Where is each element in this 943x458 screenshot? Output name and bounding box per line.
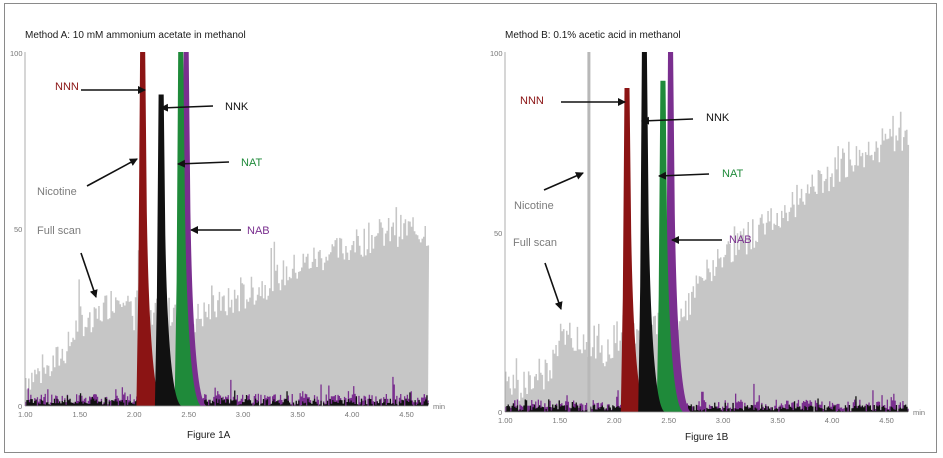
y-tick-label: 100 (10, 49, 23, 58)
x-tick-label: 2.50 (661, 416, 676, 425)
x-tick-label: 4.00 (345, 410, 360, 419)
nat-label: NAT (722, 168, 743, 180)
nab-label: NAB (729, 234, 752, 246)
x-tick-label: 2.00 (607, 416, 622, 425)
nnk-label: NNK (225, 101, 249, 113)
nnk-label: NNK (706, 112, 730, 124)
nat-label: NAT (241, 157, 262, 169)
nnk-arrow (641, 116, 694, 125)
y-tick-label: 100 (490, 49, 503, 58)
nicotine-label: Nicotine (37, 186, 77, 198)
y-tick-label: 50 (14, 225, 22, 234)
full-scan-label: Full scan (513, 237, 557, 249)
nicotine-arrow (86, 158, 138, 187)
nat-peak (174, 52, 201, 406)
x-tick-label: 4.50 (399, 410, 414, 419)
panel-b: Method B: 0.1% acetic acid in methanol 1… (490, 30, 925, 443)
nnk-peak (154, 94, 182, 406)
nnn-peak (620, 88, 648, 412)
x-tick-label: 4.50 (879, 416, 894, 425)
x-tick-label: 2.00 (127, 410, 142, 419)
nat-peak (656, 80, 684, 413)
nicotine-peak (587, 52, 591, 412)
x-tick-label: 1.50 (553, 416, 568, 425)
nnn-label: NNN (55, 81, 79, 93)
full-scan-trace (25, 207, 430, 406)
nnn-peak (136, 52, 163, 406)
panel-b-plot (505, 52, 910, 413)
x-tick-label: 1.50 (73, 410, 88, 419)
nat-arrow (177, 159, 230, 168)
x-unit-label: min (913, 408, 925, 417)
x-tick-label: 1.00 (18, 410, 33, 419)
figure-1b-caption: Figure 1B (685, 432, 729, 443)
nnk-arrow (160, 103, 214, 112)
nicotine-arrow (543, 172, 584, 191)
figure-frame: Method A: 10 mM ammonium acetate in meth… (4, 3, 937, 453)
nnk-peak (638, 52, 665, 412)
nnn-label: NNN (520, 95, 544, 107)
x-tick-label: 2.50 (181, 410, 196, 419)
x-tick-label: 3.00 (716, 416, 731, 425)
y-tick-label: 0 (18, 402, 22, 411)
x-tick-label: 4.00 (825, 416, 840, 425)
x-tick-label: 3.00 (236, 410, 251, 419)
panel-a: Method A: 10 mM ammonium acetate in meth… (10, 30, 445, 441)
x-tick-label: 3.50 (290, 410, 305, 419)
full-scan-trace (505, 111, 910, 412)
nab-label: NAB (247, 225, 270, 237)
x-unit-label: min (433, 402, 445, 411)
panel-a-title: Method A: 10 mM ammonium acetate in meth… (25, 30, 246, 41)
y-tick-label: 50 (494, 229, 502, 238)
chromatogram-figure: Method A: 10 mM ammonium acetate in meth… (10, 30, 925, 443)
full-scan-arrow (544, 262, 563, 310)
panel-a-x-ticks: 1.00 1.50 2.00 2.50 3.00 3.50 4.00 4.50 (18, 410, 414, 419)
nat-arrow (658, 171, 710, 180)
nab-baseline-trace (505, 383, 909, 412)
nnk-baseline-trace (25, 390, 429, 406)
panel-b-x-ticks: 1.00 1.50 2.00 2.50 3.00 3.50 4.00 4.50 (498, 416, 894, 425)
nnk-baseline-trace (505, 396, 909, 412)
full-scan-arrow (80, 252, 98, 298)
x-tick-label: 3.50 (770, 416, 785, 425)
panel-a-plot (25, 52, 430, 406)
nicotine-label: Nicotine (514, 200, 554, 212)
panel-b-title: Method B: 0.1% acetic acid in methanol (505, 30, 681, 41)
y-tick-label: 0 (498, 408, 502, 417)
x-tick-label: 1.00 (498, 416, 513, 425)
nab-peak (664, 52, 691, 412)
full-scan-label: Full scan (37, 225, 81, 237)
figure-1a-caption: Figure 1A (187, 430, 231, 441)
